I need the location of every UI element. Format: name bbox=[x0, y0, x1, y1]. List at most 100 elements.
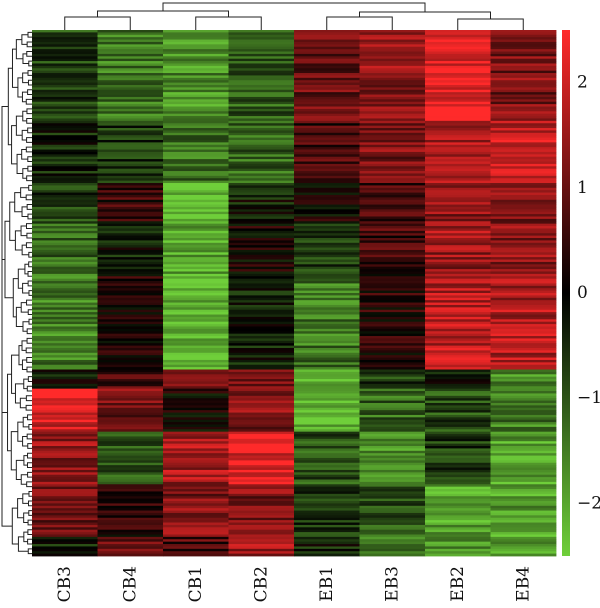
heatmap-cell bbox=[97, 424, 164, 428]
heatmap-cell bbox=[97, 240, 164, 244]
heatmap-cell bbox=[32, 211, 98, 215]
heatmap-cell bbox=[425, 472, 491, 476]
heatmap-cell bbox=[490, 474, 557, 478]
heatmap-cell bbox=[32, 467, 98, 471]
heatmap-cell bbox=[163, 63, 229, 67]
heatmap-cell bbox=[425, 154, 491, 158]
heatmap-cell bbox=[490, 548, 557, 552]
heatmap-cell bbox=[425, 336, 491, 339]
heatmap-cell bbox=[294, 340, 360, 344]
dendrogram-link bbox=[25, 404, 32, 411]
heatmap-cell bbox=[294, 304, 360, 308]
heatmap-cell bbox=[32, 68, 98, 72]
dendrogram-link bbox=[21, 244, 29, 256]
heatmap-cell bbox=[425, 178, 491, 182]
heatmap-cell bbox=[97, 185, 164, 189]
heatmap-cell bbox=[359, 412, 426, 416]
heatmap-cell bbox=[294, 426, 360, 430]
heatmap-cell bbox=[32, 276, 98, 280]
heatmap-cell bbox=[228, 139, 295, 143]
heatmap-cell bbox=[490, 77, 557, 81]
heatmap-cell bbox=[359, 321, 426, 325]
heatmap-cell bbox=[32, 125, 98, 129]
heatmap-cell bbox=[294, 128, 360, 131]
dendrogram-link bbox=[26, 117, 32, 124]
heatmap-cell bbox=[228, 269, 295, 272]
heatmap-cell bbox=[32, 46, 98, 50]
heatmap-cell bbox=[294, 438, 360, 442]
heatmap-cell bbox=[228, 166, 295, 170]
heatmap-cell bbox=[163, 436, 229, 440]
heatmap-cell bbox=[294, 515, 360, 519]
heatmap-cell bbox=[97, 297, 164, 301]
heatmap-cell bbox=[294, 58, 360, 62]
heatmap-cell bbox=[32, 104, 98, 107]
heatmap-cell bbox=[97, 87, 164, 91]
heatmap-cell bbox=[97, 455, 164, 459]
heatmap-cell bbox=[359, 75, 426, 79]
heatmap-cell bbox=[163, 417, 229, 421]
heatmap-cell bbox=[359, 424, 426, 428]
heatmap-cell bbox=[228, 424, 295, 428]
heatmap-cell bbox=[294, 278, 360, 282]
heatmap-cell bbox=[163, 194, 229, 198]
heatmap-cell bbox=[425, 230, 491, 234]
heatmap-cell bbox=[228, 118, 295, 122]
heatmap-cell bbox=[490, 529, 557, 533]
heatmap-cell bbox=[163, 386, 229, 390]
heatmap-cell bbox=[490, 125, 557, 129]
heatmap-cell bbox=[359, 202, 426, 205]
heatmap-cell bbox=[228, 345, 295, 349]
heatmap-cell bbox=[425, 469, 491, 473]
heatmap-cell bbox=[490, 503, 557, 507]
heatmap-cell bbox=[228, 159, 295, 162]
heatmap-cell bbox=[97, 381, 164, 385]
heatmap-cell bbox=[97, 226, 164, 229]
heatmap-cell bbox=[97, 314, 164, 318]
heatmap-cell bbox=[490, 41, 557, 45]
heatmap-cell bbox=[294, 316, 360, 320]
heatmap-cell bbox=[228, 257, 295, 260]
heatmap-cell bbox=[359, 65, 426, 69]
heatmap-cell bbox=[359, 206, 426, 210]
heatmap-cell bbox=[425, 249, 491, 253]
heatmap-cell bbox=[228, 49, 295, 52]
heatmap-cell bbox=[359, 467, 426, 471]
heatmap-cell bbox=[228, 154, 295, 158]
heatmap-cell bbox=[425, 532, 491, 535]
heatmap-cell bbox=[32, 426, 98, 430]
heatmap-cell bbox=[32, 173, 98, 177]
heatmap-cell bbox=[97, 431, 164, 435]
dendrogram-link bbox=[20, 474, 28, 485]
heatmap-cell bbox=[490, 142, 557, 146]
heatmap-cell bbox=[359, 532, 426, 535]
heatmap-cell bbox=[294, 132, 360, 136]
heatmap-cell bbox=[425, 512, 491, 516]
dendrogram-link bbox=[15, 306, 23, 327]
heatmap-cell bbox=[228, 135, 295, 138]
heatmap-cell bbox=[425, 183, 491, 186]
heatmap-cell bbox=[163, 307, 229, 311]
dendrogram-link bbox=[28, 251, 32, 258]
dendrogram-link bbox=[27, 31, 32, 38]
heatmap-cell bbox=[32, 465, 98, 468]
dendrogram-link bbox=[21, 149, 28, 160]
heatmap-cell bbox=[490, 498, 557, 502]
heatmap-cell bbox=[425, 553, 491, 557]
heatmap-cell bbox=[163, 226, 229, 229]
heatmap-cell bbox=[294, 154, 360, 158]
heatmap-cell bbox=[490, 457, 557, 461]
heatmap-cell bbox=[294, 199, 360, 203]
heatmap-cell bbox=[163, 477, 229, 480]
heatmap-cell bbox=[359, 84, 426, 88]
heatmap-cell bbox=[97, 522, 164, 526]
heatmap-cell bbox=[32, 367, 98, 370]
heatmap-cell bbox=[32, 515, 98, 519]
dendrogram-link bbox=[21, 34, 29, 45]
heatmap-cell bbox=[294, 63, 360, 67]
heatmap-cell bbox=[97, 106, 164, 110]
heatmap-cell bbox=[163, 362, 229, 366]
heatmap-cell bbox=[228, 336, 295, 339]
heatmap-cell bbox=[163, 269, 229, 272]
heatmap-cell bbox=[294, 44, 360, 48]
